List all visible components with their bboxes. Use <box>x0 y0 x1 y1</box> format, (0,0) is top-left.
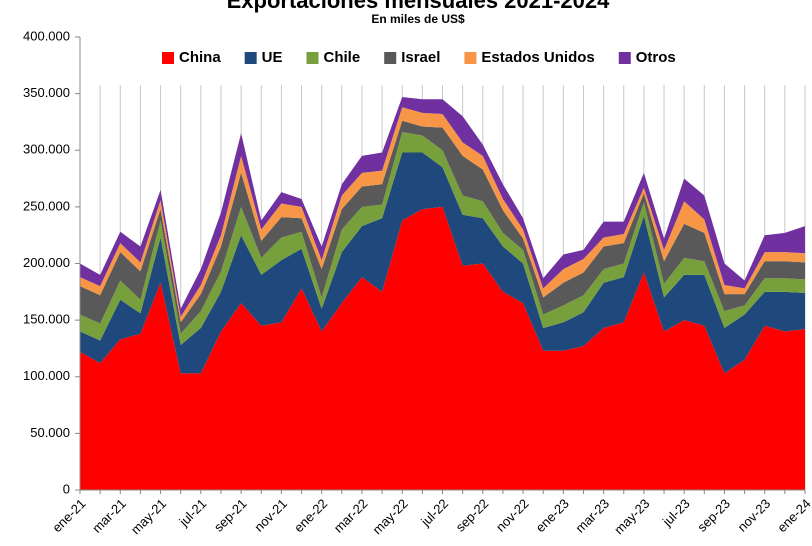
x-tick-label: may-22 <box>370 496 411 537</box>
legend-label: Israel <box>401 49 440 66</box>
x-tick-label: nov-22 <box>493 496 532 535</box>
legend-swatch <box>464 52 477 64</box>
y-tick-label: 100.000 <box>23 368 70 383</box>
y-tick-label: 300.000 <box>23 142 70 157</box>
x-tick-label: sep-22 <box>453 496 492 535</box>
y-tick-label: 200.000 <box>23 255 70 270</box>
x-tick-label: jul-22 <box>417 496 451 530</box>
x-tick-label: mar-23 <box>572 496 612 536</box>
x-tick-label: jul-21 <box>176 496 210 530</box>
x-tick-label: jul-23 <box>659 496 693 530</box>
legend-label: UE <box>262 49 283 66</box>
x-tick-label: ene-21 <box>49 496 88 535</box>
x-tick-label: ene-24 <box>774 496 812 535</box>
legend-swatch <box>162 52 174 64</box>
legend-swatch <box>384 52 397 64</box>
legend-swatch <box>306 52 319 64</box>
legend-label: China <box>179 49 221 66</box>
legend-swatch <box>618 52 631 64</box>
x-tick-label: nov-21 <box>251 496 290 535</box>
y-tick-label: 150.000 <box>23 312 70 327</box>
x-tick-label: mar-22 <box>331 496 371 536</box>
legend-label: Estados Unidos <box>481 49 594 66</box>
x-tick-label: may-21 <box>128 496 169 537</box>
y-tick-label: 50.000 <box>30 425 70 440</box>
x-tick-label: sep-23 <box>694 496 733 535</box>
x-tick-label: may-23 <box>611 496 652 537</box>
y-tick-label: 250.000 <box>23 198 70 213</box>
chart-subtitle: En miles de US$ <box>371 12 465 26</box>
y-tick-label: 350.000 <box>23 85 70 100</box>
y-tick-label: 0 <box>63 481 70 496</box>
area <box>80 152 805 374</box>
legend-swatch <box>244 52 257 64</box>
x-tick-label: nov-23 <box>735 496 774 535</box>
area <box>80 206 805 490</box>
area <box>80 97 805 317</box>
x-tick-label: ene-22 <box>291 496 330 535</box>
x-tick-label: mar-21 <box>89 496 129 536</box>
chart-title: Exportaciones mensuales 2021-2024 <box>227 0 611 13</box>
x-tick-label: sep-21 <box>211 496 250 535</box>
legend-label: Chile <box>324 49 361 66</box>
legend-label: Otros <box>636 49 676 66</box>
x-tick-label: ene-23 <box>533 496 572 535</box>
y-tick-label: 400.000 <box>23 28 70 43</box>
